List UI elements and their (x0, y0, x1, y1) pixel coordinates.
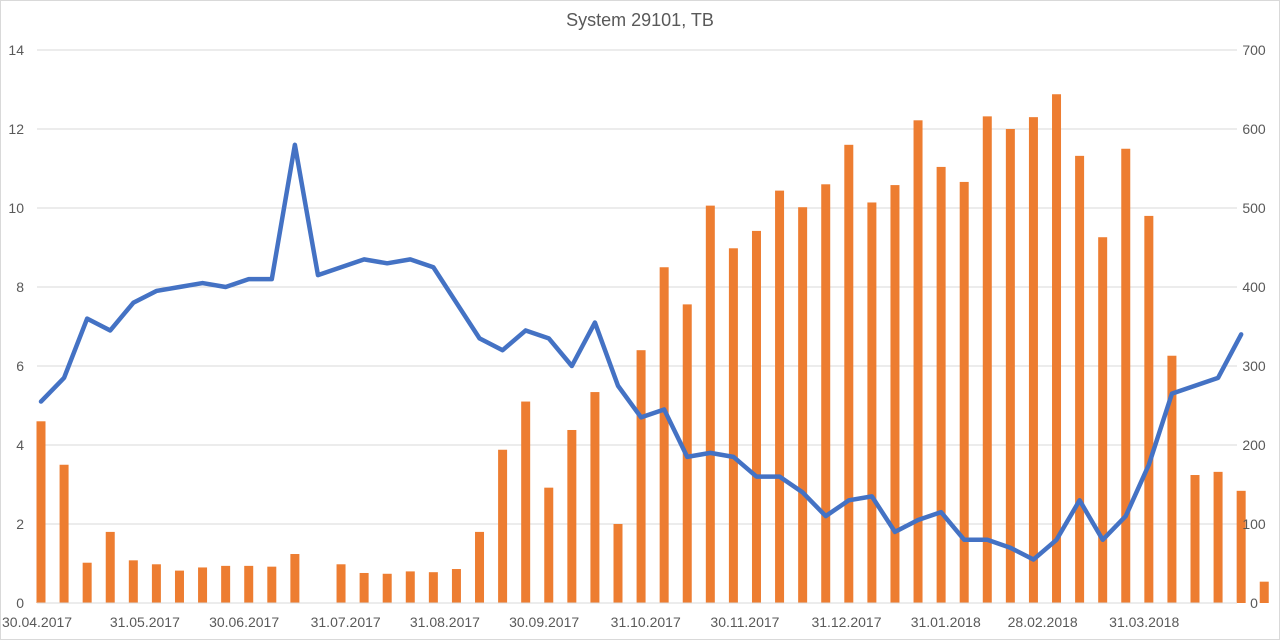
bar-51 (1213, 471, 1223, 603)
bar-0 (36, 421, 46, 603)
left-tick-label-6: 12 (8, 121, 24, 137)
left-tick-label-3: 6 (16, 358, 24, 374)
right-tick-label-2: 200 (1242, 437, 1266, 453)
chart-title: System 29101, TB (566, 10, 714, 30)
bar-14 (359, 572, 369, 603)
bar-41 (982, 116, 992, 604)
bar-30 (728, 248, 738, 604)
bar-44 (1052, 94, 1062, 604)
bar-6 (174, 570, 184, 603)
bar-2 (82, 562, 92, 603)
bar-7 (198, 567, 208, 603)
right-tick-label-6: 600 (1242, 121, 1266, 137)
left-tick-label-0: 0 (16, 595, 24, 611)
right-tick-label-0: 0 (1250, 595, 1258, 611)
bar-series (36, 94, 1269, 604)
x-tick-label-0: 30.04.2017 (2, 614, 72, 630)
bar-5 (151, 564, 161, 603)
bar-25 (613, 524, 623, 603)
bar-29 (705, 205, 715, 603)
bar-27 (659, 267, 669, 603)
bar-47 (1121, 148, 1131, 603)
bar-26 (636, 350, 646, 603)
x-tick-label-8: 31.12.2017 (811, 614, 881, 630)
bar-35 (844, 144, 854, 604)
left-tick-label-2: 4 (16, 437, 24, 453)
bar-40 (959, 181, 969, 603)
bar-46 (1098, 237, 1108, 604)
bar-24 (590, 392, 600, 603)
bar-8 (221, 565, 231, 603)
bar-33 (798, 207, 808, 603)
right-axis: 0 100 200 300 400 500 600 700 (1242, 42, 1266, 611)
bar-15 (382, 573, 392, 603)
x-tick-label-3: 31.07.2017 (311, 614, 381, 630)
x-axis: 30.04.2017 31.05.2017 30.06.2017 31.07.2017… (2, 602, 1237, 630)
x-tick-label-7: 30.11.2017 (710, 614, 779, 630)
x-tick-label-2: 30.06.2017 (209, 614, 279, 630)
bar-48 (1144, 215, 1154, 603)
bar-3 (105, 531, 115, 603)
line-series (38, 142, 1244, 562)
bar-1 (59, 464, 69, 603)
bar-16 (405, 571, 415, 603)
bar-42 (1005, 129, 1015, 603)
left-tick-label-5: 10 (8, 200, 24, 216)
x-tick-label-1: 31.05.2017 (110, 614, 180, 630)
right-tick-label-3: 300 (1242, 358, 1266, 374)
bar-11 (290, 554, 300, 603)
bar-53 (1259, 581, 1269, 603)
bar-50 (1190, 475, 1200, 603)
x-tick-label-5: 30.09.2017 (509, 614, 579, 630)
bar-19 (475, 531, 485, 603)
bar-52 (1236, 490, 1246, 603)
bar-13 (336, 564, 346, 603)
right-tick-label-7: 700 (1242, 42, 1266, 58)
bar-39 (936, 166, 946, 604)
bar-49 (1167, 355, 1177, 603)
x-tick-label-11: 31.03.2018 (1109, 614, 1179, 630)
right-tick-label-1: 100 (1242, 516, 1266, 532)
bar-9 (244, 565, 254, 603)
right-tick-label-4: 400 (1242, 279, 1266, 295)
bar-34 (821, 184, 831, 604)
bar-17 (428, 572, 438, 603)
bar-10 (267, 566, 277, 603)
bar-20 (498, 449, 508, 603)
x-tick-label-4: 31.08.2017 (410, 614, 480, 630)
bar-21 (521, 401, 531, 603)
left-tick-label-7: 14 (8, 42, 24, 58)
bar-37 (890, 185, 900, 603)
bar-31 (751, 230, 761, 603)
left-axis: 0 2 4 6 8 10 12 14 (8, 42, 24, 611)
bar-45 (1075, 155, 1085, 604)
bar-22 (544, 487, 554, 603)
x-tick-label-6: 31.10.2017 (611, 614, 681, 630)
right-tick-label-5: 500 (1242, 200, 1266, 216)
left-tick-label-4: 8 (16, 279, 24, 295)
bar-4 (128, 560, 138, 603)
left-tick-label-1: 2 (16, 516, 24, 532)
bar-36 (867, 202, 877, 603)
bar-38 (913, 120, 923, 603)
bar-23 (567, 429, 577, 603)
bar-18 (451, 569, 461, 603)
x-tick-label-10: 28.02.2018 (1008, 614, 1078, 630)
bar-43 (1028, 117, 1038, 604)
bar-32 (775, 190, 785, 603)
x-tick-label-9: 31.01.2018 (911, 614, 981, 630)
